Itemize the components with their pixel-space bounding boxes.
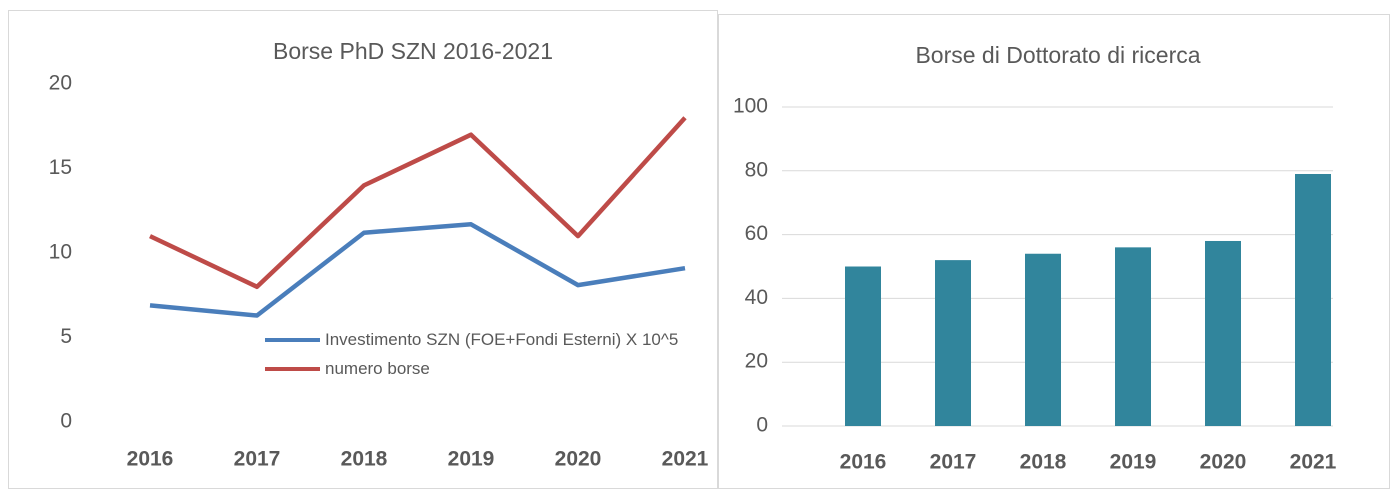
legend-item: numero borse bbox=[265, 354, 720, 383]
y-tick-label: 20 bbox=[745, 350, 768, 373]
line-series bbox=[149, 116, 687, 290]
legend-swatch bbox=[265, 338, 320, 342]
y-tick-label: 40 bbox=[745, 286, 768, 309]
bar bbox=[1295, 173, 1331, 426]
legend-label: Investimento SZN (FOE+Fondi Esterni) X 1… bbox=[325, 330, 679, 349]
x-tick-label: 2021 bbox=[662, 448, 709, 471]
y-tick-label: 60 bbox=[745, 222, 768, 245]
y-tick-label: 10 bbox=[49, 241, 72, 264]
legend-swatch bbox=[265, 367, 320, 371]
chart-title: Borse PhD SZN 2016-2021 bbox=[273, 38, 553, 64]
x-tick-label: 2020 bbox=[1200, 451, 1247, 474]
chart-title: Borse di Dottorato di ricerca bbox=[915, 42, 1200, 68]
y-tick-label: 100 bbox=[733, 95, 768, 118]
x-tick-label: 2016 bbox=[840, 451, 887, 474]
bar bbox=[935, 260, 971, 426]
legend: Investimento SZN (FOE+Fondi Esterni) X 1… bbox=[265, 325, 720, 383]
y-tick-label: 80 bbox=[745, 158, 768, 181]
line-series bbox=[149, 222, 686, 318]
x-tick-label: 2016 bbox=[127, 448, 174, 471]
x-tick-label: 2021 bbox=[1290, 451, 1337, 474]
x-tick-label: 2017 bbox=[930, 451, 977, 474]
x-tick-label: 2017 bbox=[234, 448, 281, 471]
x-tick-label: 2018 bbox=[1020, 451, 1067, 474]
chart-border bbox=[718, 14, 1390, 489]
x-tick-label: 2019 bbox=[448, 448, 495, 471]
chart-border bbox=[8, 10, 718, 489]
bar bbox=[1205, 240, 1241, 426]
y-tick-label: 20 bbox=[49, 72, 72, 95]
bar bbox=[1025, 253, 1061, 426]
y-tick-label: 15 bbox=[49, 156, 72, 179]
x-tick-label: 2020 bbox=[555, 448, 602, 471]
x-tick-label: 2019 bbox=[1110, 451, 1157, 474]
bar bbox=[845, 266, 881, 426]
y-tick-label: 0 bbox=[60, 410, 72, 433]
x-tick-label: 2018 bbox=[341, 448, 388, 471]
y-tick-label: 0 bbox=[756, 414, 768, 437]
legend-label: numero borse bbox=[325, 359, 430, 378]
y-tick-label: 5 bbox=[60, 325, 72, 348]
bar bbox=[1115, 247, 1151, 426]
legend-item: Investimento SZN (FOE+Fondi Esterni) X 1… bbox=[265, 325, 720, 354]
